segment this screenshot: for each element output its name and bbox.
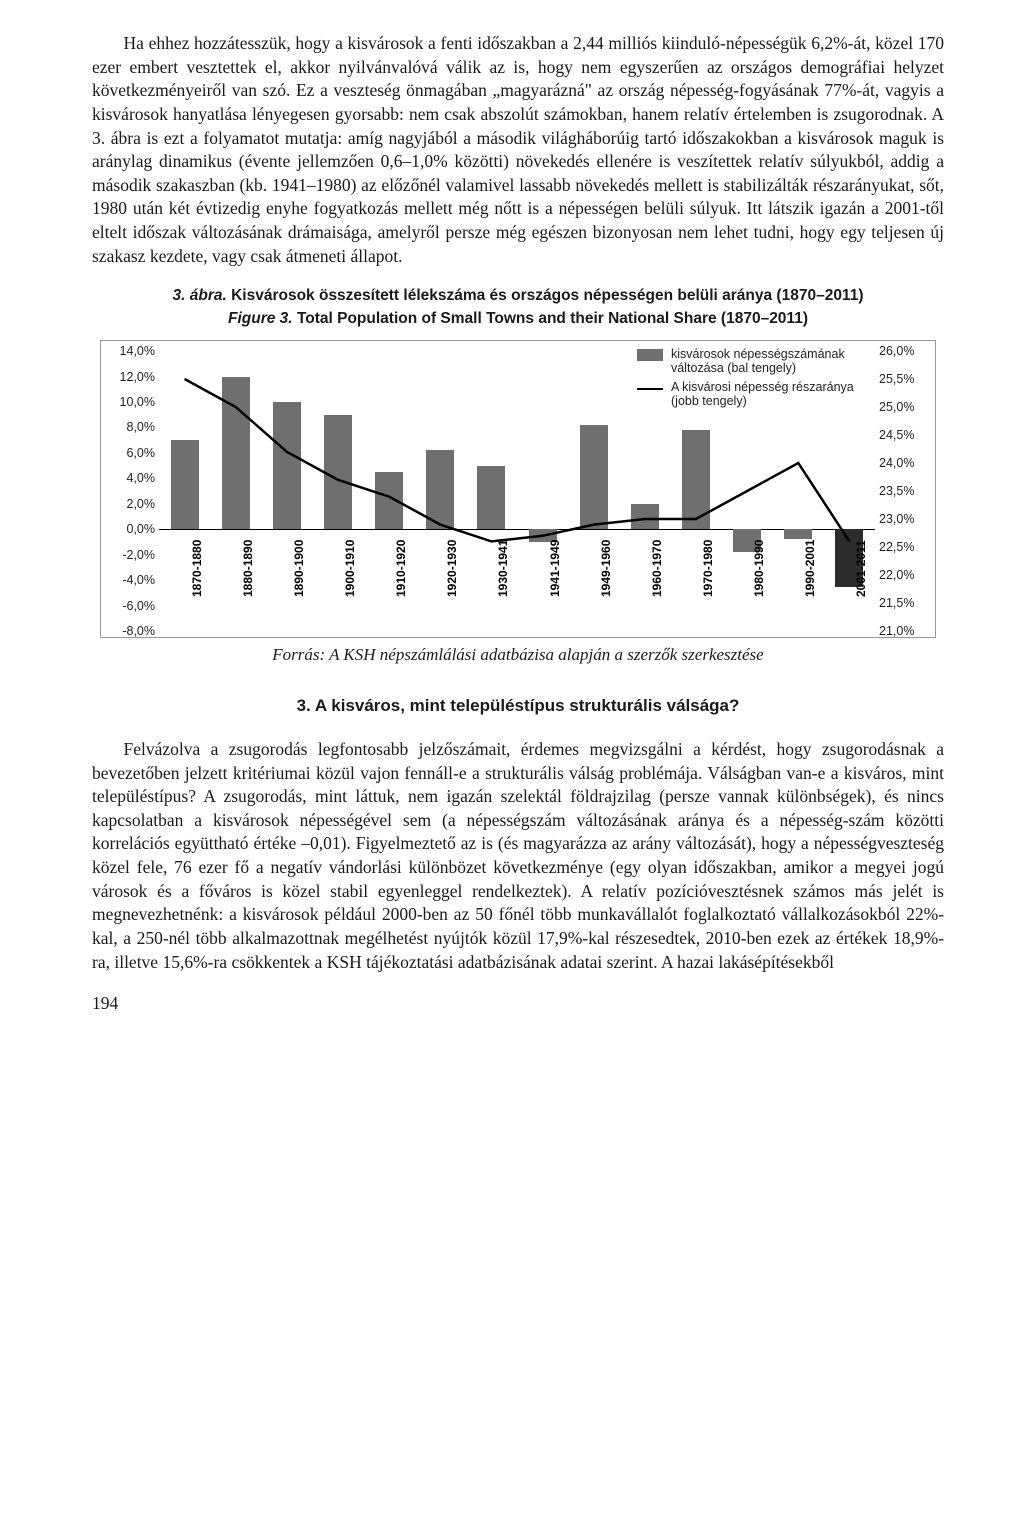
y-left-tick: -4,0% — [107, 572, 155, 589]
figure-title-hu: Kisvárosok összesített lélekszáma és ors… — [231, 287, 863, 304]
paragraph-1: Ha ehhez hozzátesszük, hogy a kisvárosok… — [92, 32, 944, 268]
y-left-tick: 0,0% — [107, 521, 155, 538]
y-left-tick: 8,0% — [107, 419, 155, 436]
y-right-tick: 25,0% — [879, 399, 927, 416]
y-right-tick: 21,5% — [879, 595, 927, 612]
figure-caption-en: Figure 3. Total Population of Small Town… — [92, 309, 944, 330]
y-right-tick: 21,0% — [879, 623, 927, 640]
y-right-tick: 22,5% — [879, 539, 927, 556]
page-number: 194 — [92, 992, 944, 1016]
chart-plot-area: -8,0%-6,0%-4,0%-2,0%0,0%2,0%4,0%6,0%8,0%… — [159, 351, 875, 631]
y-left-tick: 4,0% — [107, 470, 155, 487]
paragraph-2: Felvázolva a zsugorodás legfontosabb jel… — [92, 738, 944, 974]
section-heading: 3. A kisváros, mint településtípus struk… — [92, 695, 944, 718]
y-left-tick: 12,0% — [107, 369, 155, 386]
figure-3-chart: kisvárosok népességszámának változása (b… — [100, 340, 936, 638]
y-right-tick: 25,5% — [879, 371, 927, 388]
y-right-tick: 23,0% — [879, 511, 927, 528]
y-left-tick: 2,0% — [107, 496, 155, 513]
y-left-tick: 10,0% — [107, 394, 155, 411]
figure-source: Forrás: A KSH népszámlálási adatbázisa a… — [92, 644, 944, 667]
figure-number-en: Figure 3. — [228, 310, 293, 327]
y-right-tick: 23,5% — [879, 483, 927, 500]
y-right-tick: 24,0% — [879, 455, 927, 472]
y-right-tick: 22,0% — [879, 567, 927, 584]
share-line — [159, 351, 875, 631]
y-right-tick: 24,5% — [879, 427, 927, 444]
y-left-tick: 6,0% — [107, 445, 155, 462]
figure-title-en: Total Population of Small Towns and thei… — [297, 310, 808, 327]
y-left-tick: 14,0% — [107, 343, 155, 360]
figure-caption-hu: 3. ábra. Kisvárosok összesített lélekszá… — [92, 286, 944, 307]
y-left-tick: -2,0% — [107, 547, 155, 564]
y-right-tick: 26,0% — [879, 343, 927, 360]
y-left-tick: -6,0% — [107, 598, 155, 615]
y-left-tick: -8,0% — [107, 623, 155, 640]
figure-number-hu: 3. ábra. — [173, 287, 227, 304]
